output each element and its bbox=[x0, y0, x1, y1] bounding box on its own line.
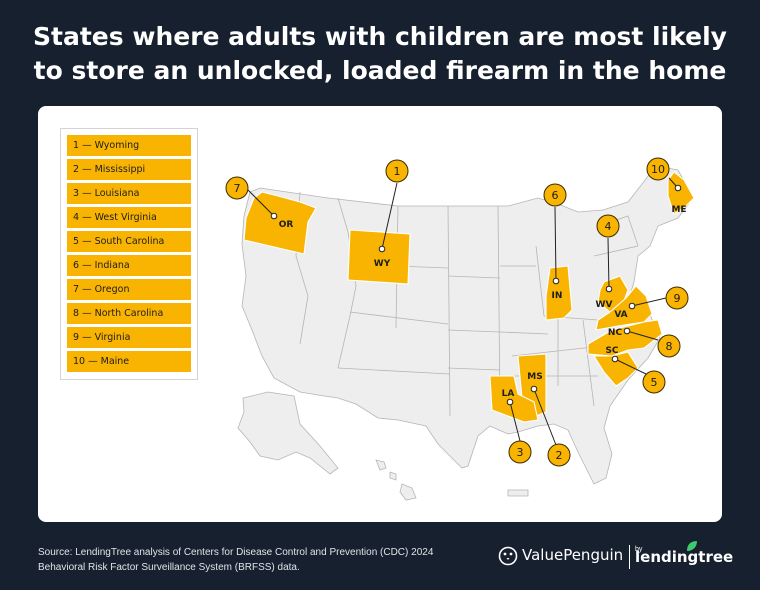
callout-circle-2 bbox=[547, 443, 571, 467]
highlighted-states bbox=[243, 171, 695, 423]
legend-item-5: 5 — South Carolina bbox=[67, 231, 191, 252]
brand-by: by bbox=[635, 546, 643, 553]
state-label-nc: NC bbox=[608, 328, 623, 338]
callout-number-7: 7 bbox=[234, 182, 241, 195]
state-virginia bbox=[595, 285, 653, 331]
hawaii bbox=[375, 459, 417, 501]
source-line-1: Source: LendingTree analysis of Centers … bbox=[38, 547, 434, 558]
callout-circle-5 bbox=[642, 370, 666, 394]
legend-item-3: 3 — Louisiana bbox=[67, 183, 191, 204]
legend-item-1: 1 — Wyoming bbox=[67, 135, 191, 156]
callout-circle-8 bbox=[657, 334, 681, 358]
mississippi-marker-dot bbox=[530, 385, 538, 393]
state-label-or: OR bbox=[279, 220, 294, 230]
callout-circle-4 bbox=[596, 214, 620, 238]
state-label-ms: MS bbox=[527, 372, 542, 382]
callout-number-1: 1 bbox=[394, 165, 401, 178]
state-label-va: VA bbox=[614, 310, 627, 320]
callout-circle-6 bbox=[543, 183, 567, 207]
title-line-2: to store an unlocked, loaded firearm in … bbox=[33, 56, 727, 85]
ranking-legend: 1 — Wyoming 2 — Mississippi 3 — Louisian… bbox=[60, 128, 198, 380]
callout-number-2: 2 bbox=[556, 449, 563, 462]
alaska bbox=[237, 391, 339, 475]
brand-divider bbox=[629, 545, 630, 569]
state-label-in: IN bbox=[552, 291, 563, 301]
state-label-la: LA bbox=[502, 389, 515, 399]
legend-item-6: 6 — Indiana bbox=[67, 255, 191, 276]
indiana-marker-dot bbox=[552, 277, 560, 285]
legend-item-4: 4 — West Virginia bbox=[67, 207, 191, 228]
north-carolina-marker-dot bbox=[623, 327, 631, 335]
legend-item-7: 7 — Oregon bbox=[67, 279, 191, 300]
valuepenguin-wordmark: ValuePenguin bbox=[522, 546, 624, 564]
state-oregon bbox=[243, 191, 317, 255]
callout-circle-7 bbox=[225, 176, 249, 200]
callout-number-9: 9 bbox=[674, 292, 681, 305]
chart-title: States where adults with children are mo… bbox=[0, 20, 760, 88]
callout-circle-3 bbox=[508, 440, 532, 464]
callouts: 7 OR 1 WY 6 IN 4 WV 10 ME bbox=[225, 157, 689, 467]
callout-circle-9 bbox=[665, 286, 689, 310]
state-label-wv: WV bbox=[596, 300, 613, 310]
lendingtree-wordmark: lendingtree bbox=[635, 548, 734, 566]
callout-number-10: 10 bbox=[651, 163, 665, 176]
us-map: 7 OR 1 WY 6 IN 4 WV 10 ME bbox=[225, 157, 695, 501]
state-label-me: ME bbox=[671, 205, 686, 215]
state-south-carolina bbox=[593, 351, 639, 387]
callout-number-8: 8 bbox=[666, 340, 673, 353]
legend-item-2: 2 — Mississippi bbox=[67, 159, 191, 180]
callout-number-4: 4 bbox=[605, 220, 612, 233]
state-indiana bbox=[545, 265, 573, 321]
state-wyoming bbox=[347, 229, 411, 285]
south-carolina-marker-dot bbox=[611, 355, 619, 363]
state-louisiana bbox=[489, 375, 539, 423]
west-virginia-marker-dot bbox=[605, 285, 613, 293]
legend-item-8: 8 — North Carolina bbox=[67, 303, 191, 324]
callout-number-3: 3 bbox=[517, 446, 524, 459]
lendingtree-leaf-icon bbox=[687, 541, 697, 551]
source-line-2: Behavioral Risk Factor Surveillance Syst… bbox=[38, 562, 300, 573]
state-maine bbox=[667, 171, 695, 215]
puerto-rico bbox=[507, 489, 529, 497]
legend-item-9: 9 — Virginia bbox=[67, 327, 191, 348]
callout-number-6: 6 bbox=[552, 189, 559, 202]
state-north-carolina bbox=[587, 319, 663, 357]
title-line-1: States where adults with children are mo… bbox=[33, 22, 727, 51]
map-card: 7 OR 1 WY 6 IN 4 WV 10 ME bbox=[38, 106, 722, 522]
callout-circle-10 bbox=[646, 157, 670, 181]
virginia-marker-dot bbox=[628, 302, 636, 310]
brand-logos: ValuePenguin by lendingtree bbox=[498, 540, 733, 574]
maine-marker-dot bbox=[674, 184, 682, 192]
valuepenguin-logo-icon bbox=[498, 546, 518, 566]
state-label-sc: SC bbox=[605, 346, 618, 356]
wyoming-marker-dot bbox=[378, 245, 386, 253]
callout-circle-1 bbox=[385, 159, 409, 183]
oregon-marker-dot bbox=[270, 212, 278, 220]
state-label-wy: WY bbox=[374, 259, 391, 269]
source-note: Source: LendingTree analysis of Centers … bbox=[38, 545, 458, 575]
callout-number-5: 5 bbox=[651, 376, 658, 389]
legend-item-10: 10 — Maine bbox=[67, 351, 191, 372]
louisiana-marker-dot bbox=[506, 398, 514, 406]
